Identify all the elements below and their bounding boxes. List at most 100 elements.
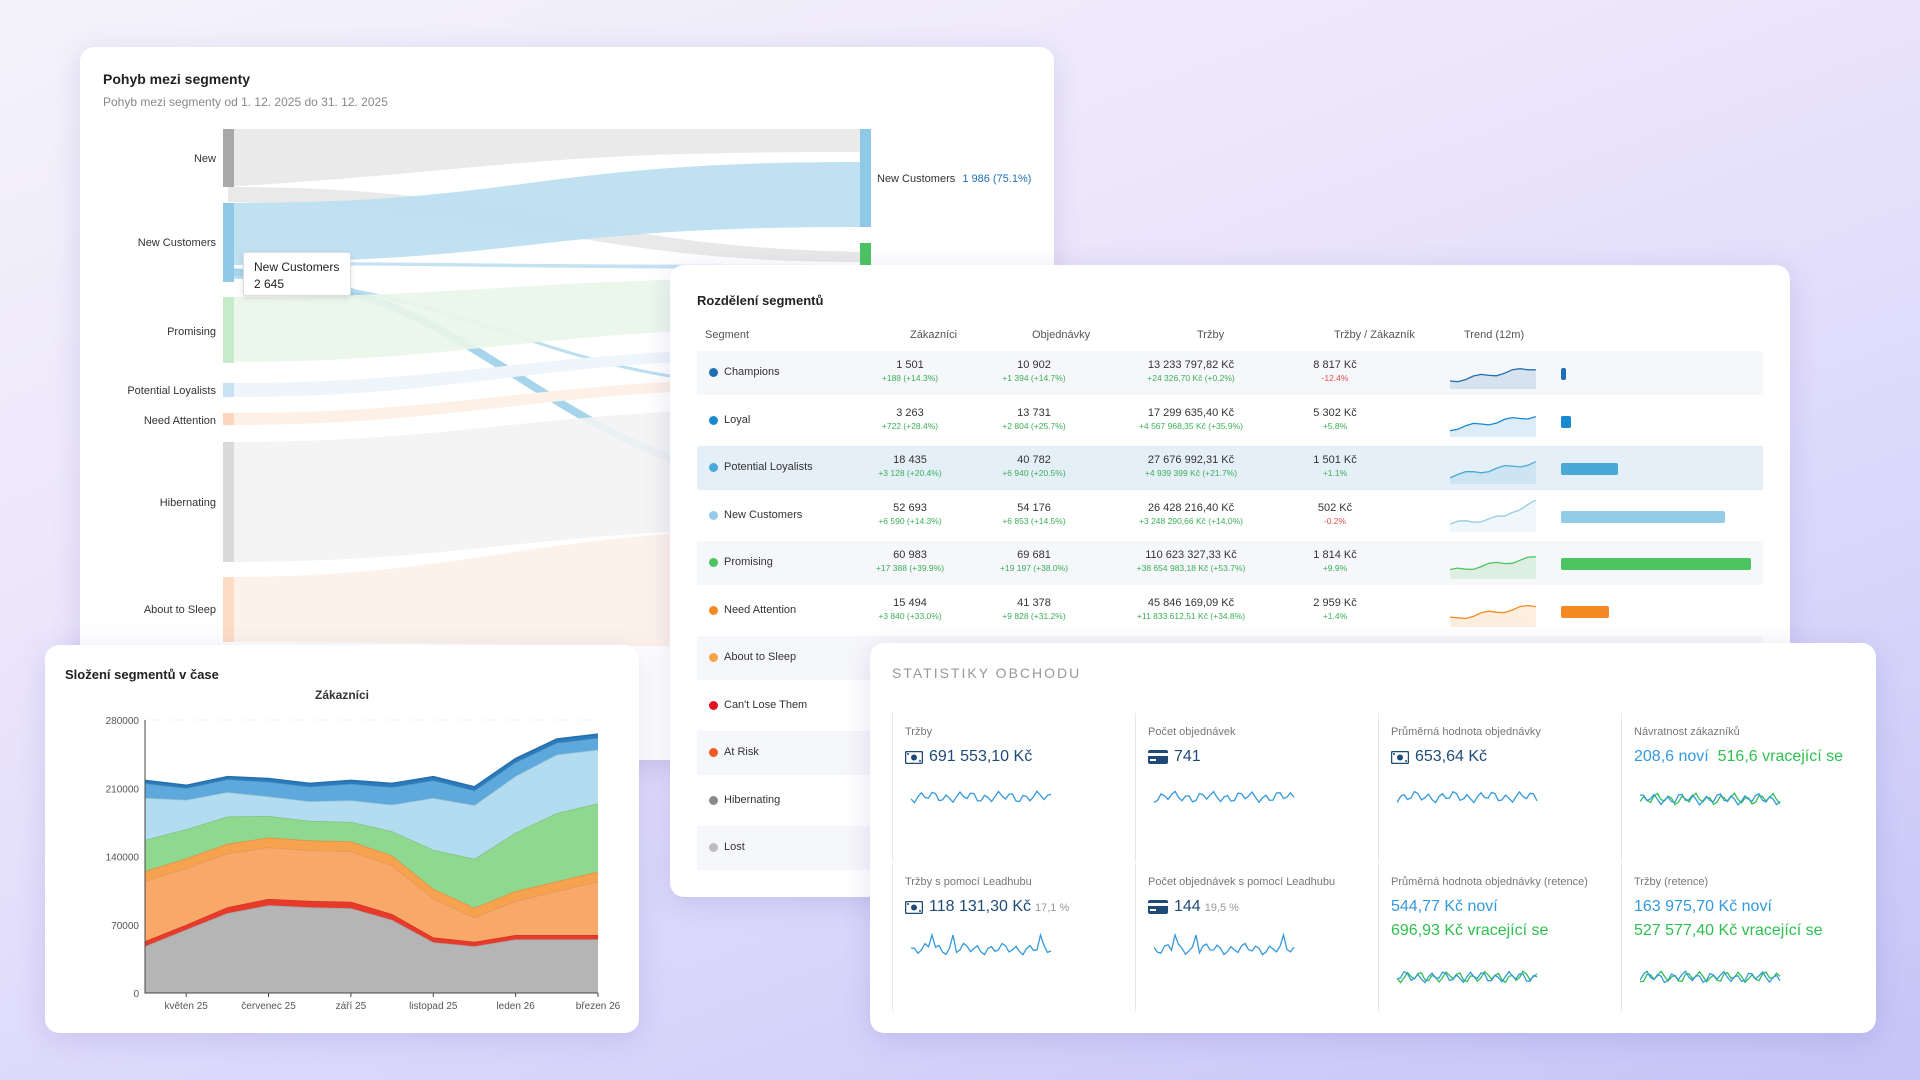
sankey-tooltip: New Customers 2 645 bbox=[243, 252, 351, 296]
sankey-right-label-value: 1 986 (75.1%) bbox=[962, 173, 1031, 185]
stat-value: 741 bbox=[1148, 748, 1201, 766]
table-row[interactable]: Need Attention 15 494 +3 840 (+33.0%) 41… bbox=[697, 589, 1763, 633]
cell-rpc: 502 Kč -0.2% bbox=[1265, 502, 1405, 526]
share-bar bbox=[1561, 368, 1566, 380]
segment-color-dot bbox=[709, 605, 718, 615]
cell-revenue-delta: +24 326,70 Kč (+0.2%) bbox=[1147, 373, 1235, 383]
cell-revenue-delta: +4 939 399 Kč (+21.7%) bbox=[1144, 468, 1238, 478]
stat-sparkline bbox=[911, 933, 1052, 956]
area-series-2 bbox=[145, 847, 598, 942]
table-row[interactable]: Champions 1 501 +188 (+14.3%) 10 902 +1 … bbox=[697, 351, 1763, 395]
stat-sparkline bbox=[1640, 970, 1781, 984]
x-tick-label: březen 26 bbox=[576, 1001, 621, 1012]
stat-returning: 527 577,40 Kč vracející se bbox=[1634, 922, 1823, 939]
table-row[interactable]: Can't Lose Them bbox=[697, 684, 1763, 728]
header-orders[interactable]: Objednávky bbox=[1032, 329, 1091, 341]
stats-title: STATISTIKY OBCHODU bbox=[892, 665, 1082, 681]
cell-orders: 13 731 +2 804 (+25.7%) bbox=[964, 407, 1104, 431]
area-series-4 bbox=[145, 803, 598, 908]
cell-customers: 18 435 +3 128 (+20.4%) bbox=[840, 454, 980, 478]
segment-color-dot bbox=[709, 653, 718, 662]
stat-tile[interactable]: Tržby 691 553,10 Kč bbox=[892, 713, 1135, 861]
segment-name: Can't Lose Them bbox=[724, 698, 808, 711]
area-series-0 bbox=[145, 905, 598, 993]
x-tick-label: červenec 25 bbox=[241, 1001, 296, 1012]
header-trend: Trend (12m) bbox=[1464, 329, 1525, 341]
cell-revenue: 26 428 216,40 Kč +3 248 290,66 Kč (+14.0… bbox=[1121, 502, 1261, 526]
sparkline-line bbox=[1450, 499, 1537, 525]
share-bar bbox=[1561, 510, 1726, 523]
segment-composition-card: Složení segmentů v čase Zákazníci 0 70000… bbox=[45, 645, 639, 1033]
table-row[interactable]: Promising 60 983 +17 388 (+39.9%) 69 681… bbox=[697, 541, 1763, 585]
composition-area-chart[interactable]: 0 70000 140000 210000 280000 květen 25 červene… bbox=[45, 645, 639, 1033]
y-tick-label: 0 bbox=[133, 989, 139, 1000]
area-series-6 bbox=[145, 738, 598, 806]
table-row[interactable]: Potential Loyalists 18 435 +3 128 (+20.4… bbox=[697, 446, 1763, 490]
stat-sparkline-line bbox=[1154, 790, 1295, 804]
segment-name: About to Sleep bbox=[724, 651, 797, 663]
node-hibernating bbox=[223, 442, 234, 562]
share-bar bbox=[1561, 463, 1618, 475]
cell-customers: 15 494 +3 840 (+33.0%) bbox=[840, 597, 980, 621]
cell-customers-value: 1 501 bbox=[896, 359, 924, 371]
sparkline-line bbox=[1450, 415, 1536, 431]
tooltip-value: 2 645 bbox=[254, 277, 285, 291]
sparkline-line bbox=[1450, 461, 1537, 479]
cell-customers-value: 18 435 bbox=[893, 454, 927, 466]
table-row[interactable]: Loyal 3 263 +722 (+28.4%) 13 731 +2 804 … bbox=[697, 399, 1763, 443]
stat-tile[interactable]: Tržby (retence) 163 975,70 Kč noví 527 577… bbox=[1621, 863, 1864, 1011]
header-revenue[interactable]: Tržby bbox=[1197, 329, 1225, 341]
header-segment[interactable]: Segment bbox=[705, 329, 750, 341]
cash-icon bbox=[905, 751, 923, 764]
area-series-edge-4 bbox=[144, 802, 599, 860]
header-rev-per-customer[interactable]: Tržby / Zákazník bbox=[1334, 329, 1415, 341]
cell-revenue-value: 27 676 992,31 Kč bbox=[1147, 454, 1235, 466]
node-new bbox=[223, 129, 234, 187]
stat-value: 118 131,30 Kč 17,1 % bbox=[905, 898, 1069, 916]
sparkline-line bbox=[1450, 556, 1536, 571]
stat-label: Tržby (retence) bbox=[1634, 876, 1709, 888]
stat-label: Průměrná hodnota objednávky bbox=[1391, 726, 1541, 738]
stat-label: Návratnost zákazníků bbox=[1634, 726, 1740, 738]
segment-name: Lost bbox=[724, 841, 745, 853]
segment-name: Hibernating bbox=[724, 793, 781, 806]
node-right-promising bbox=[860, 243, 871, 267]
stat-tile[interactable]: Průměrná hodnota objednávky 653,64 Kč bbox=[1378, 713, 1621, 861]
area-series-edge-2 bbox=[144, 846, 599, 919]
composition-title: Složení segmentů v čase bbox=[65, 667, 219, 682]
stat-tile[interactable]: Průměrná hodnota objednávky (retence) 544… bbox=[1378, 863, 1621, 1011]
cell-customers-value: 52 693 bbox=[893, 501, 927, 514]
cell-revenue-value: 17 299 635,40 Kč bbox=[1147, 406, 1235, 419]
stat-tile[interactable]: Počet objednávek 741 bbox=[1135, 713, 1378, 861]
stat-value-text: 653,64 Kč bbox=[1415, 748, 1488, 765]
cell-revenue: 13 233 797,82 Kč +24 326,70 Kč (+0.2%) bbox=[1121, 359, 1261, 383]
stat-sparkline bbox=[911, 790, 1052, 804]
table-row[interactable]: Hibernating bbox=[697, 779, 1763, 823]
cell-rpc-delta: +1.1% bbox=[1322, 468, 1348, 478]
segment-name: Loyal bbox=[724, 413, 751, 426]
cell-orders-value: 10 902 bbox=[1017, 359, 1051, 371]
stat-sparkline bbox=[1397, 790, 1538, 804]
stat-tile[interactable]: Tržby s pomocí Leadhubu 118 131,30 Kč 17,1… bbox=[892, 863, 1135, 1011]
cell-rpc: 8 817 Kč -12.4% bbox=[1265, 359, 1405, 383]
segment-name: Potential Loyalists bbox=[724, 461, 813, 473]
sparkline-area bbox=[1450, 461, 1536, 484]
cell-customers: 1 501 +188 (+14.3%) bbox=[840, 359, 980, 383]
stat-tile[interactable]: Počet objednávek s pomocí Leadhubu 144 19,… bbox=[1135, 863, 1378, 1011]
stat-sparkline bbox=[1640, 792, 1781, 806]
segment-color-dot bbox=[709, 510, 718, 520]
segment-color-dot bbox=[709, 843, 718, 852]
trend-sparkline bbox=[1450, 368, 1536, 389]
sankey-label-potential-loyalists: Potential Loyalists bbox=[127, 385, 216, 397]
table-row[interactable]: New Customers 52 693 +6 590 (+14.3%) 54 … bbox=[697, 494, 1763, 538]
sankey-subtitle: Pohyb mezi segmenty od 1. 12. 2025 do 31… bbox=[103, 95, 388, 109]
stat-tile[interactable]: Návratnost zákazníků 208,6 noví 516,6 vra… bbox=[1621, 713, 1864, 861]
cell-customers-delta: +17 388 (+39.9%) bbox=[875, 563, 945, 573]
header-customers[interactable]: Zákazníci bbox=[910, 329, 958, 341]
stat-returning: 516,6 vracející se bbox=[1717, 748, 1844, 765]
stat-percent: 17,1 % bbox=[1035, 902, 1070, 914]
cell-customers-delta: +722 (+28.4%) bbox=[881, 420, 939, 431]
cell-rpc-delta: +5.8% bbox=[1322, 420, 1348, 431]
share-bar bbox=[1561, 605, 1610, 618]
cell-orders: 54 176 +6 853 (+14.5%) bbox=[964, 502, 1104, 526]
